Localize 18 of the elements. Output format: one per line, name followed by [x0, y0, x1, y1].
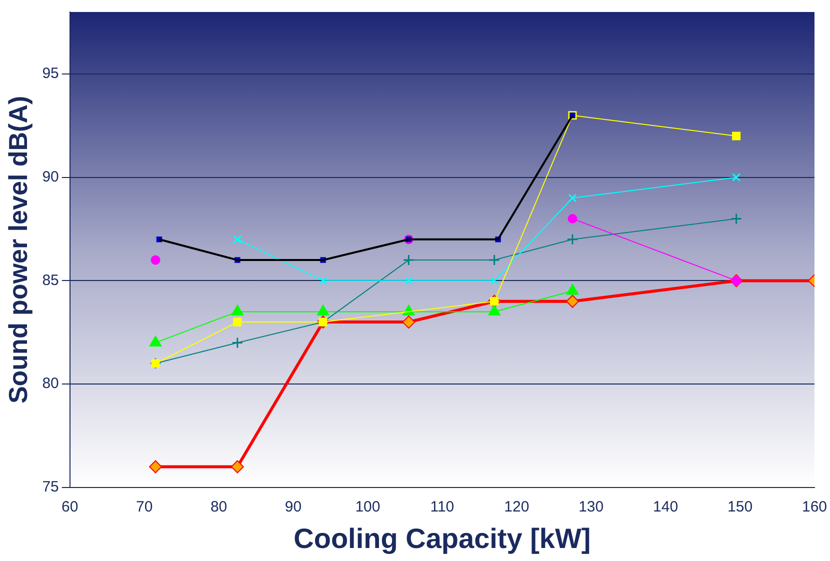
x-tick-label: 70 [136, 498, 153, 516]
x-tick-label: 60 [62, 498, 78, 516]
x-tick-label: 90 [284, 498, 302, 516]
x-tick-label: 140 [653, 498, 678, 516]
y-tick-label: 95 [42, 65, 59, 82]
y-tick-label: 90 [42, 168, 59, 186]
x-tick-label: 100 [355, 498, 380, 516]
y-tick-label: 80 [42, 375, 59, 392]
y-tick-label: 85 [42, 272, 59, 289]
x-tick-label: 80 [210, 498, 228, 516]
x-tick-label: 150 [728, 498, 753, 516]
x-tick-label: 120 [504, 498, 530, 516]
y-tick-label: 75 [42, 478, 59, 496]
y-axis-title: Sound power level dB(A) [2, 96, 33, 404]
x-axis-title: Cooling Capacity [kW] [294, 522, 591, 554]
x-tick-label: 110 [430, 498, 454, 516]
x-tick-label: 130 [578, 498, 604, 516]
x-tick-label: 160 [802, 498, 827, 516]
